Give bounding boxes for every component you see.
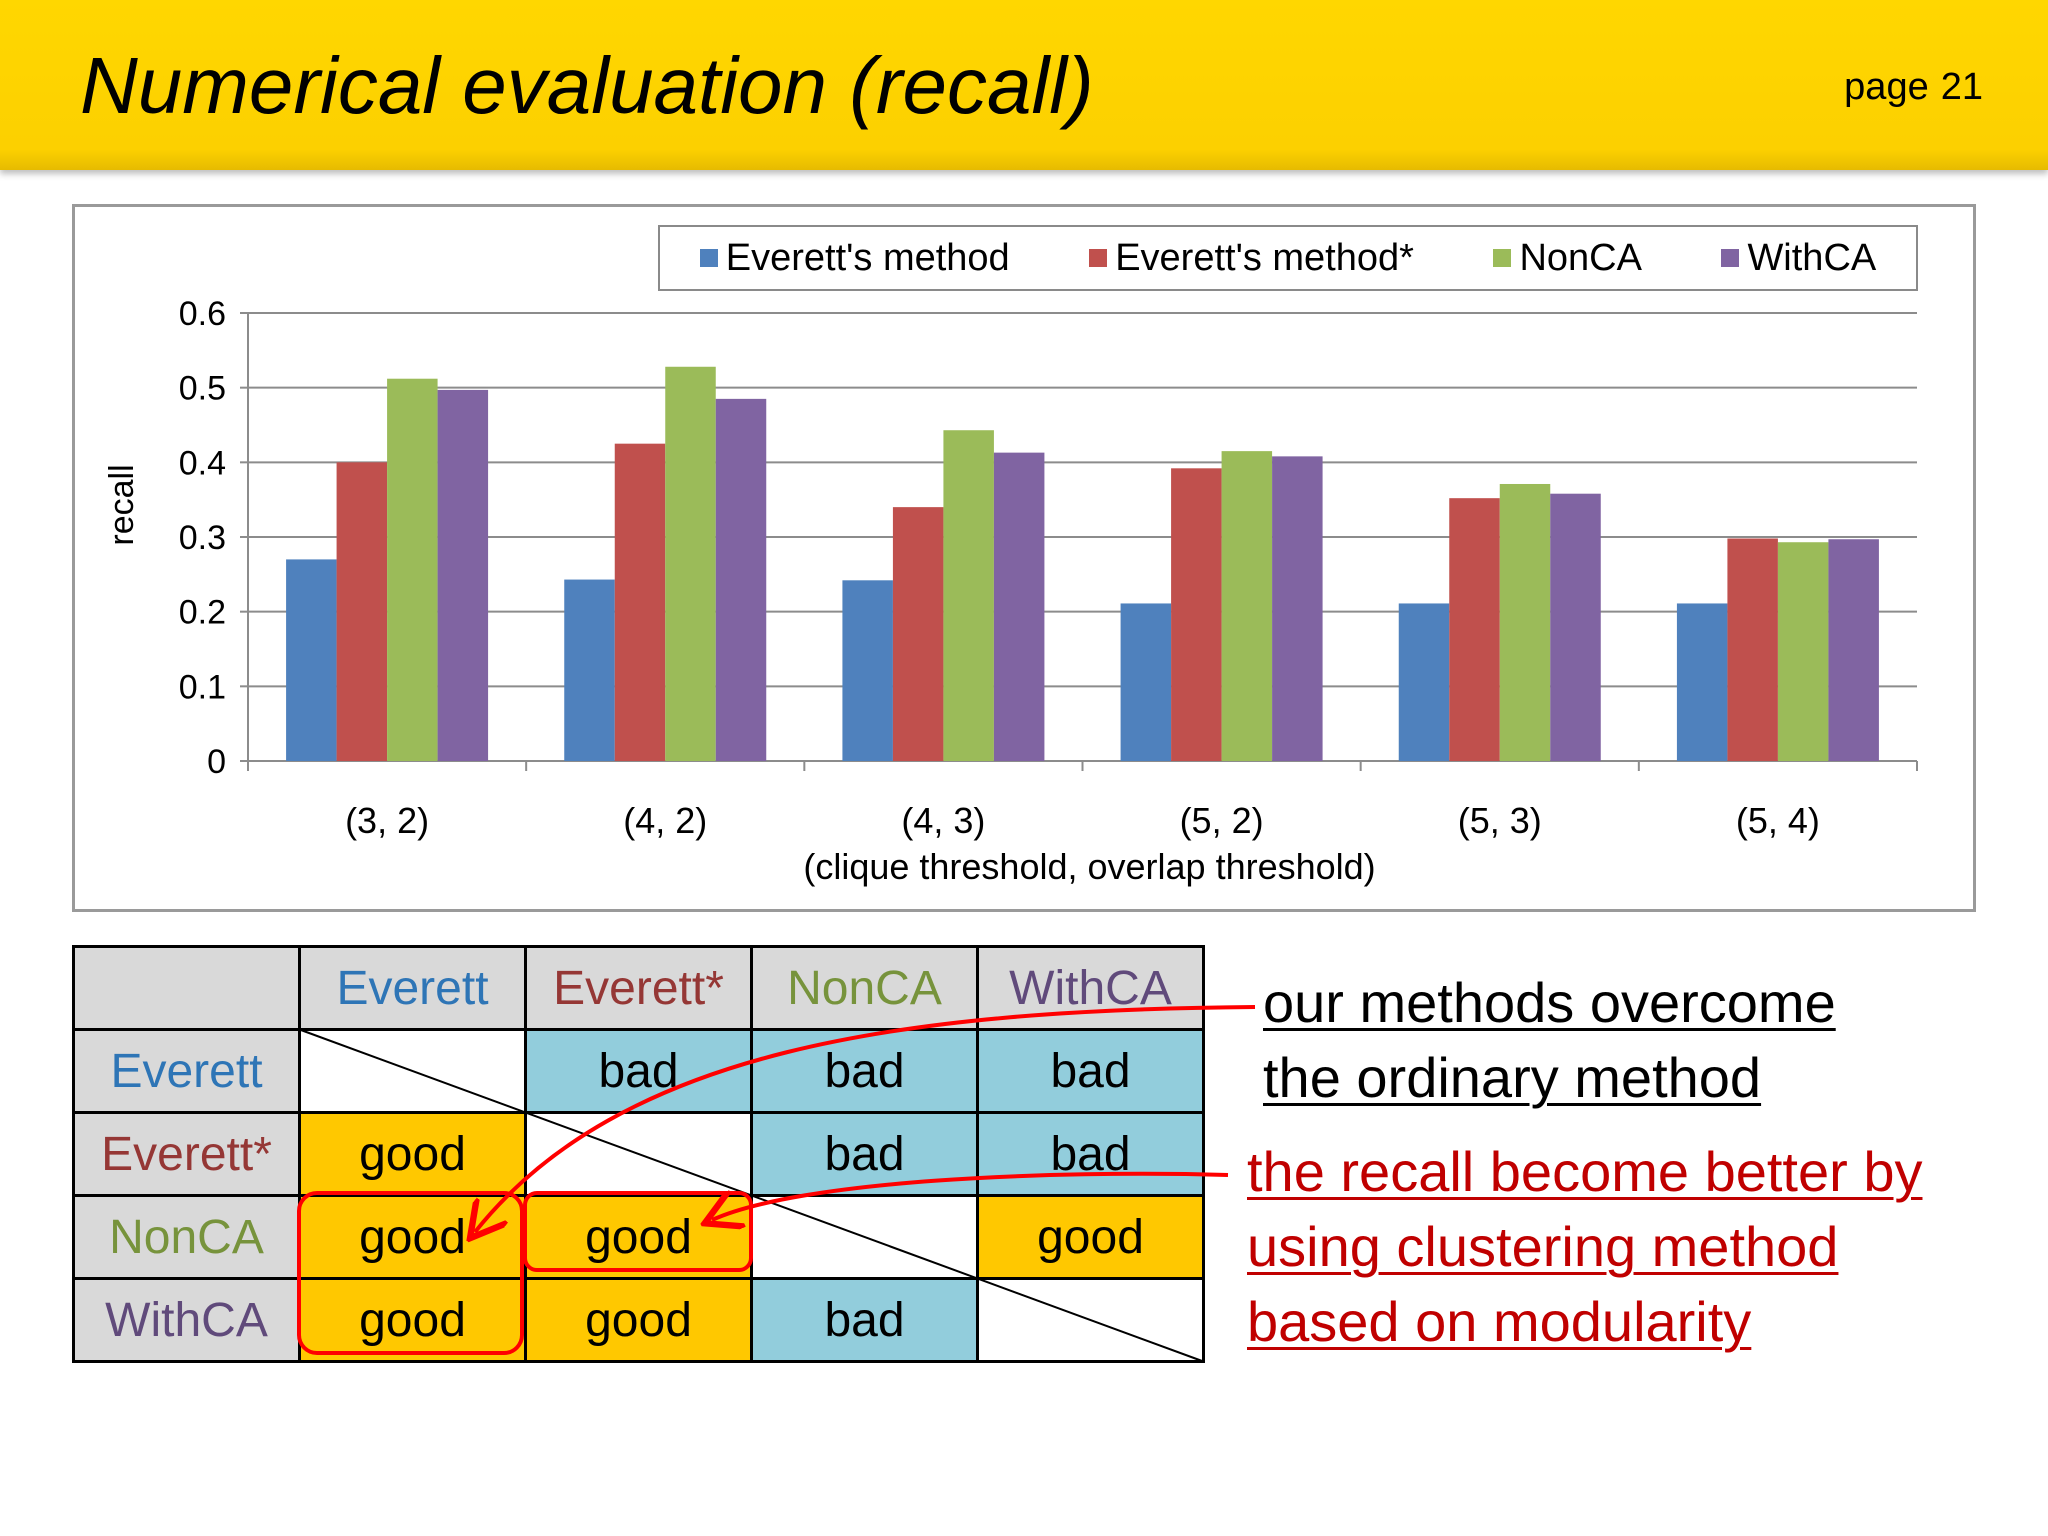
matrix-cell-good: good bbox=[524, 1277, 753, 1363]
x-axis-title: (clique threshold, overlap threshold) bbox=[803, 846, 1375, 887]
matrix-cell-bad: bad bbox=[750, 1111, 979, 1197]
bar bbox=[1676, 603, 1728, 761]
matrix-cell-good: good bbox=[976, 1194, 1205, 1280]
matrix-cell-bad: bad bbox=[976, 1028, 1205, 1114]
title-bar: Numerical evaluation (recall) page 21 bbox=[0, 0, 2048, 170]
bar bbox=[1727, 538, 1778, 761]
matrix-diagonal-cell bbox=[750, 1194, 979, 1280]
matrix-corner bbox=[72, 945, 301, 1031]
y-tick-label: 0.1 bbox=[179, 668, 226, 706]
bar bbox=[564, 579, 615, 761]
matrix-cell-good: good bbox=[524, 1194, 753, 1280]
chart-canvas: 0 0.1 0.2 0.3 0.4 0.5 0.6 (3, 2) (4, 2) (4, 3) (5,… bbox=[103, 295, 1918, 887]
legend-entry: NonCA bbox=[1493, 237, 1642, 280]
y-tick-label: 0.3 bbox=[179, 519, 226, 557]
matrix-row: NonCA good good good bbox=[72, 1194, 1205, 1280]
note-our-methods: our methods overcome the ordinary method bbox=[1263, 965, 1836, 1115]
bar bbox=[1120, 603, 1172, 761]
x-tick-label: (4, 2) bbox=[623, 800, 707, 841]
matrix-cell-bad: bad bbox=[750, 1028, 979, 1114]
bar bbox=[1499, 483, 1551, 761]
x-tick-label: (3, 2) bbox=[345, 800, 429, 841]
matrix-row-header: NonCA bbox=[72, 1194, 301, 1280]
bar bbox=[336, 462, 388, 761]
matrix-cell-bad: bad bbox=[750, 1277, 979, 1363]
bar bbox=[892, 507, 944, 761]
bar bbox=[993, 452, 1045, 761]
matrix-header-row: Everett Everett* NonCA WithCA bbox=[72, 945, 1205, 1031]
matrix-cell-bad: bad bbox=[976, 1111, 1205, 1197]
note-black-line: our methods overcome bbox=[1263, 971, 1836, 1034]
page-label: page bbox=[1844, 66, 1929, 108]
matrix-column-header: WithCA bbox=[976, 945, 1205, 1031]
bar bbox=[437, 389, 489, 761]
matrix-diagonal-cell bbox=[976, 1277, 1205, 1363]
matrix-column-header: NonCA bbox=[750, 945, 979, 1031]
matrix-row-header: Everett bbox=[72, 1028, 301, 1114]
matrix-diagonal-cell bbox=[524, 1111, 753, 1197]
legend-entry: Everett's method* bbox=[1089, 237, 1414, 280]
bar bbox=[1828, 539, 1879, 761]
y-tick-label: 0.4 bbox=[179, 444, 226, 482]
bar bbox=[387, 378, 438, 761]
note-red-line: based on modularity bbox=[1247, 1290, 1752, 1353]
legend-label: Everett's method* bbox=[1115, 236, 1414, 279]
bar bbox=[1550, 493, 1601, 761]
bar bbox=[943, 430, 994, 761]
bar bbox=[286, 559, 337, 761]
recall-bar-chart: 0 0.1 0.2 0.3 0.4 0.5 0.6 (3, 2) (4, 2) (4, 3) (5,… bbox=[72, 204, 1976, 912]
bar bbox=[1272, 456, 1323, 761]
note-black-line: the ordinary method bbox=[1263, 1046, 1762, 1109]
matrix-cell-bad: bad bbox=[524, 1028, 753, 1114]
note-clustering: the recall become better by using cluste… bbox=[1247, 1134, 1922, 1359]
legend-entry: Everett's method bbox=[699, 236, 1010, 280]
matrix-row: WithCA good good bad bbox=[72, 1277, 1205, 1363]
y-tick-label: 0 bbox=[207, 743, 226, 781]
bar bbox=[1221, 451, 1273, 761]
legend-swatch bbox=[1721, 249, 1740, 267]
matrix-cell-good: good bbox=[298, 1111, 527, 1197]
x-tick-label: (4, 3) bbox=[901, 800, 985, 841]
bar bbox=[1171, 468, 1222, 761]
legend-swatch bbox=[1493, 249, 1512, 267]
legend-swatch bbox=[699, 249, 718, 267]
matrix-diagonal-cell bbox=[298, 1028, 527, 1114]
matrix-column-header: Everett* bbox=[524, 945, 753, 1031]
slide-title: Numerical evaluation (recall) bbox=[80, 41, 1094, 130]
legend-label: WithCA bbox=[1747, 236, 1877, 279]
y-tick-label: 0.5 bbox=[179, 370, 226, 408]
matrix-cell-good: good bbox=[298, 1277, 527, 1363]
matrix-cell-good: good bbox=[298, 1194, 527, 1280]
bar bbox=[665, 366, 716, 761]
chart-legend: Everett's method Everett's method* NonCA Wi… bbox=[658, 225, 1918, 291]
comparison-matrix: Everett Everett* NonCA WithCA Everett bad bad b… bbox=[72, 945, 1205, 1363]
matrix-column-header: Everett bbox=[298, 945, 527, 1031]
legend-label: Everett's method bbox=[725, 236, 1010, 279]
legend-entry: WithCA bbox=[1721, 237, 1876, 280]
page-number: 21 bbox=[1940, 66, 1983, 108]
y-tick-label: 0.2 bbox=[179, 594, 226, 632]
x-tick-label: (5, 4) bbox=[1736, 800, 1820, 841]
x-tick-label: (5, 3) bbox=[1458, 800, 1542, 841]
matrix-row: Everett* good bad bad bbox=[72, 1111, 1205, 1197]
bar bbox=[842, 580, 893, 761]
bar bbox=[715, 398, 767, 761]
bar bbox=[614, 443, 666, 761]
matrix-row-header: Everett* bbox=[72, 1111, 301, 1197]
note-red-line: the recall become better by bbox=[1247, 1140, 1923, 1203]
bar bbox=[1398, 603, 1450, 761]
x-tick-label: (5, 2) bbox=[1180, 800, 1264, 841]
page-indicator: page 21 bbox=[1844, 66, 1983, 109]
matrix-row: Everett bad bad bad bbox=[72, 1028, 1205, 1114]
legend-swatch bbox=[1089, 249, 1108, 267]
matrix-row-header: WithCA bbox=[72, 1277, 301, 1363]
note-red-line: using clustering method bbox=[1247, 1215, 1839, 1278]
y-tick-label: 0.6 bbox=[179, 295, 226, 333]
bar bbox=[1777, 542, 1829, 761]
bar bbox=[1449, 498, 1500, 761]
legend-label: NonCA bbox=[1519, 236, 1642, 279]
y-axis-title: recall bbox=[103, 464, 141, 545]
